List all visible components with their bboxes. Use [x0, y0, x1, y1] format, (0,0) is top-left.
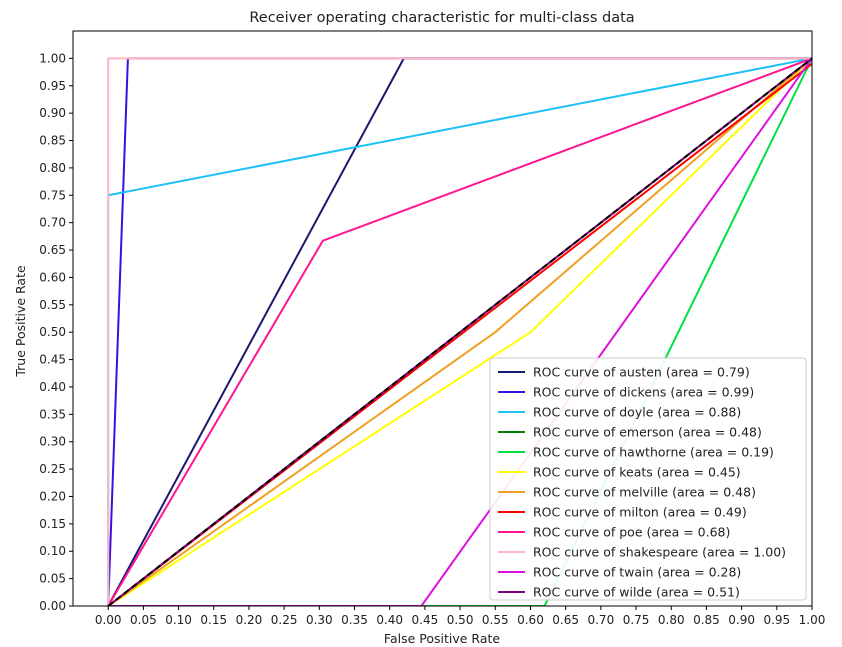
x-tick-label: 0.00: [95, 613, 122, 627]
legend-entry: ROC curve of hawthorne (area = 0.19): [533, 445, 774, 460]
x-tick-label: 0.90: [728, 613, 755, 627]
x-tick-label: 0.60: [517, 613, 544, 627]
legend-entry: ROC curve of keats (area = 0.45): [533, 465, 741, 480]
roc-line-10: [108, 57, 812, 606]
legend-entry: ROC curve of doyle (area = 0.88): [533, 405, 741, 420]
legend-entry: ROC curve of shakespeare (area = 1.00): [533, 545, 786, 560]
y-tick-label: 0.10: [39, 544, 66, 558]
y-tick-label: 0.55: [39, 298, 66, 312]
y-tick-label: 0.35: [39, 407, 66, 421]
roc-line-5: [107, 57, 812, 606]
legend-entry: ROC curve of poe (area = 0.68): [533, 525, 730, 540]
legend-entry: ROC curve of emerson (area = 0.48): [533, 425, 762, 440]
x-tick-label: 0.20: [236, 613, 263, 627]
legend-entry: ROC curve of wilde (area = 0.51): [533, 585, 740, 600]
x-tick-label: 0.55: [482, 613, 509, 627]
y-tick-label: 0.15: [39, 517, 66, 531]
x-tick-label: 0.05: [130, 613, 157, 627]
y-tick-label: 0.40: [39, 380, 66, 394]
x-tick-label: 0.25: [271, 613, 298, 627]
axes: 0.00 0.05 0.10 0.15 0.20 0.25 0.30 0.35 0.40 0.45…: [39, 30, 826, 627]
x-tick-label: 0.80: [658, 613, 685, 627]
x-tick-label: 0.70: [587, 613, 614, 627]
x-tick-label: 0.95: [763, 613, 790, 627]
y-tick-label: 0.80: [39, 161, 66, 175]
legend-entry: ROC curve of milton (area = 0.49): [533, 505, 747, 520]
legend-box: [489, 357, 807, 601]
x-tick-label: 1.00: [799, 613, 826, 627]
x-tick-label: 0.85: [693, 613, 720, 627]
y-tick-label: 0.20: [39, 489, 66, 503]
y-tick-label: 0.45: [39, 353, 66, 367]
x-tick-label: 0.45: [412, 613, 439, 627]
x-tick-label: 0.65: [552, 613, 579, 627]
y-tick-label: 0.65: [39, 243, 66, 257]
y-tick-label: 0.50: [39, 325, 66, 339]
legend-entry: ROC curve of twain (area = 0.28): [533, 565, 741, 580]
roc-line-8: [107, 57, 812, 606]
chance-diagonal-line: [107, 57, 812, 606]
roc-line-9: [107, 57, 812, 606]
legend-entry: ROC curve of dickens (area = 0.99): [533, 385, 754, 400]
legend: ROC curve of austen (area = 0.79) ROC cur…: [489, 357, 807, 601]
roc-line-4: [108, 57, 812, 606]
legend-entry: ROC curve of austen (area = 0.79): [533, 365, 750, 380]
y-tick-label: 0.60: [39, 270, 66, 284]
x-axis-label: False Positive Rate: [384, 631, 500, 646]
y-tick-label: 0.75: [39, 188, 66, 202]
x-tick-label: 0.15: [200, 613, 227, 627]
x-tick-label: 0.75: [623, 613, 650, 627]
y-axis-label: True Positive Rate: [13, 265, 28, 378]
roc-line-6: [107, 57, 812, 606]
y-tick-label: 0.25: [39, 462, 66, 476]
y-tick-label: 0.90: [39, 106, 66, 120]
y-tick-label: 0.30: [39, 435, 66, 449]
y-tick-label: 1.00: [39, 51, 66, 65]
y-tick-label: 0.05: [39, 572, 66, 586]
x-tick-label: 0.30: [306, 613, 333, 627]
y-tick-label: 0.95: [39, 79, 66, 93]
x-tick-label: 0.35: [341, 613, 368, 627]
x-tick-label: 0.50: [447, 613, 474, 627]
y-tick-label: 0.85: [39, 134, 66, 148]
x-tick-label: 0.40: [376, 613, 403, 627]
x-tick-label: 0.10: [165, 613, 192, 627]
axes-frame: [72, 30, 813, 607]
plot-area: [107, 57, 812, 606]
y-tick-label: 0.70: [39, 216, 66, 230]
y-tick-label: 0.00: [39, 599, 66, 613]
legend-entry: ROC curve of melville (area = 0.48): [533, 485, 756, 500]
chart-title: Receiver operating characteristic for mu…: [249, 10, 634, 26]
